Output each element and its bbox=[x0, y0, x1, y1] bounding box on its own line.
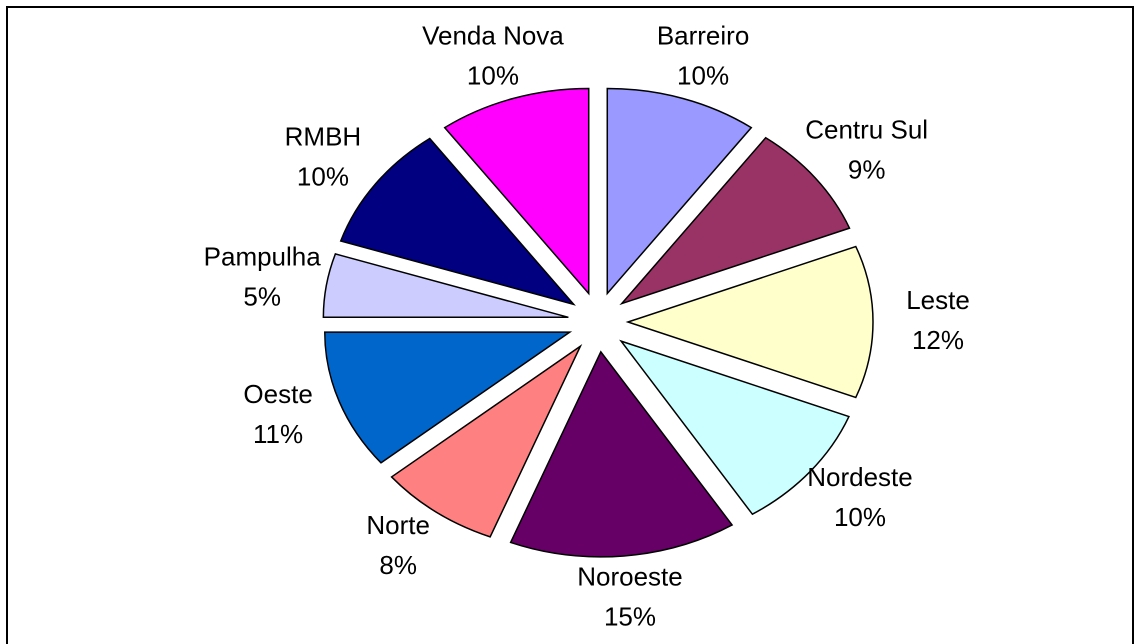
slice-label: Oeste bbox=[243, 379, 312, 409]
slice-label: Centru Sul bbox=[805, 114, 928, 144]
pie-slice bbox=[339, 137, 576, 306]
pie-slice bbox=[606, 87, 753, 296]
slice-value-label: 8% bbox=[379, 550, 417, 580]
slice-value-label: 9% bbox=[848, 154, 886, 184]
pie-slice bbox=[619, 339, 850, 516]
pie-slice bbox=[509, 350, 734, 558]
pie-slice bbox=[625, 245, 874, 399]
slice-value-label: 10% bbox=[834, 502, 886, 532]
slice-label: Venda Nova bbox=[422, 20, 564, 50]
slice-label: Noroeste bbox=[577, 562, 683, 592]
slice-value-label: 10% bbox=[677, 60, 729, 90]
slice-label: Norte bbox=[366, 510, 430, 540]
pie-slice bbox=[443, 87, 590, 296]
slice-value-label: 10% bbox=[297, 161, 349, 191]
slice-value-label: 15% bbox=[604, 602, 656, 632]
slice-value-label: 11% bbox=[253, 419, 303, 449]
pie-slice bbox=[390, 344, 583, 538]
slice-value-label: 12% bbox=[912, 325, 964, 355]
pie-slice bbox=[619, 136, 851, 306]
slice-label: Leste bbox=[906, 285, 970, 315]
slice-value-label: 5% bbox=[243, 281, 281, 311]
slice-label: RMBH bbox=[285, 121, 362, 151]
pie-slice bbox=[322, 253, 569, 319]
pie-slice bbox=[324, 331, 573, 464]
slice-label: Pampulha bbox=[204, 241, 322, 271]
slice-value-label: 10% bbox=[467, 60, 519, 90]
slice-label: Barreiro bbox=[657, 20, 749, 50]
slice-label: Nordeste bbox=[807, 462, 913, 492]
